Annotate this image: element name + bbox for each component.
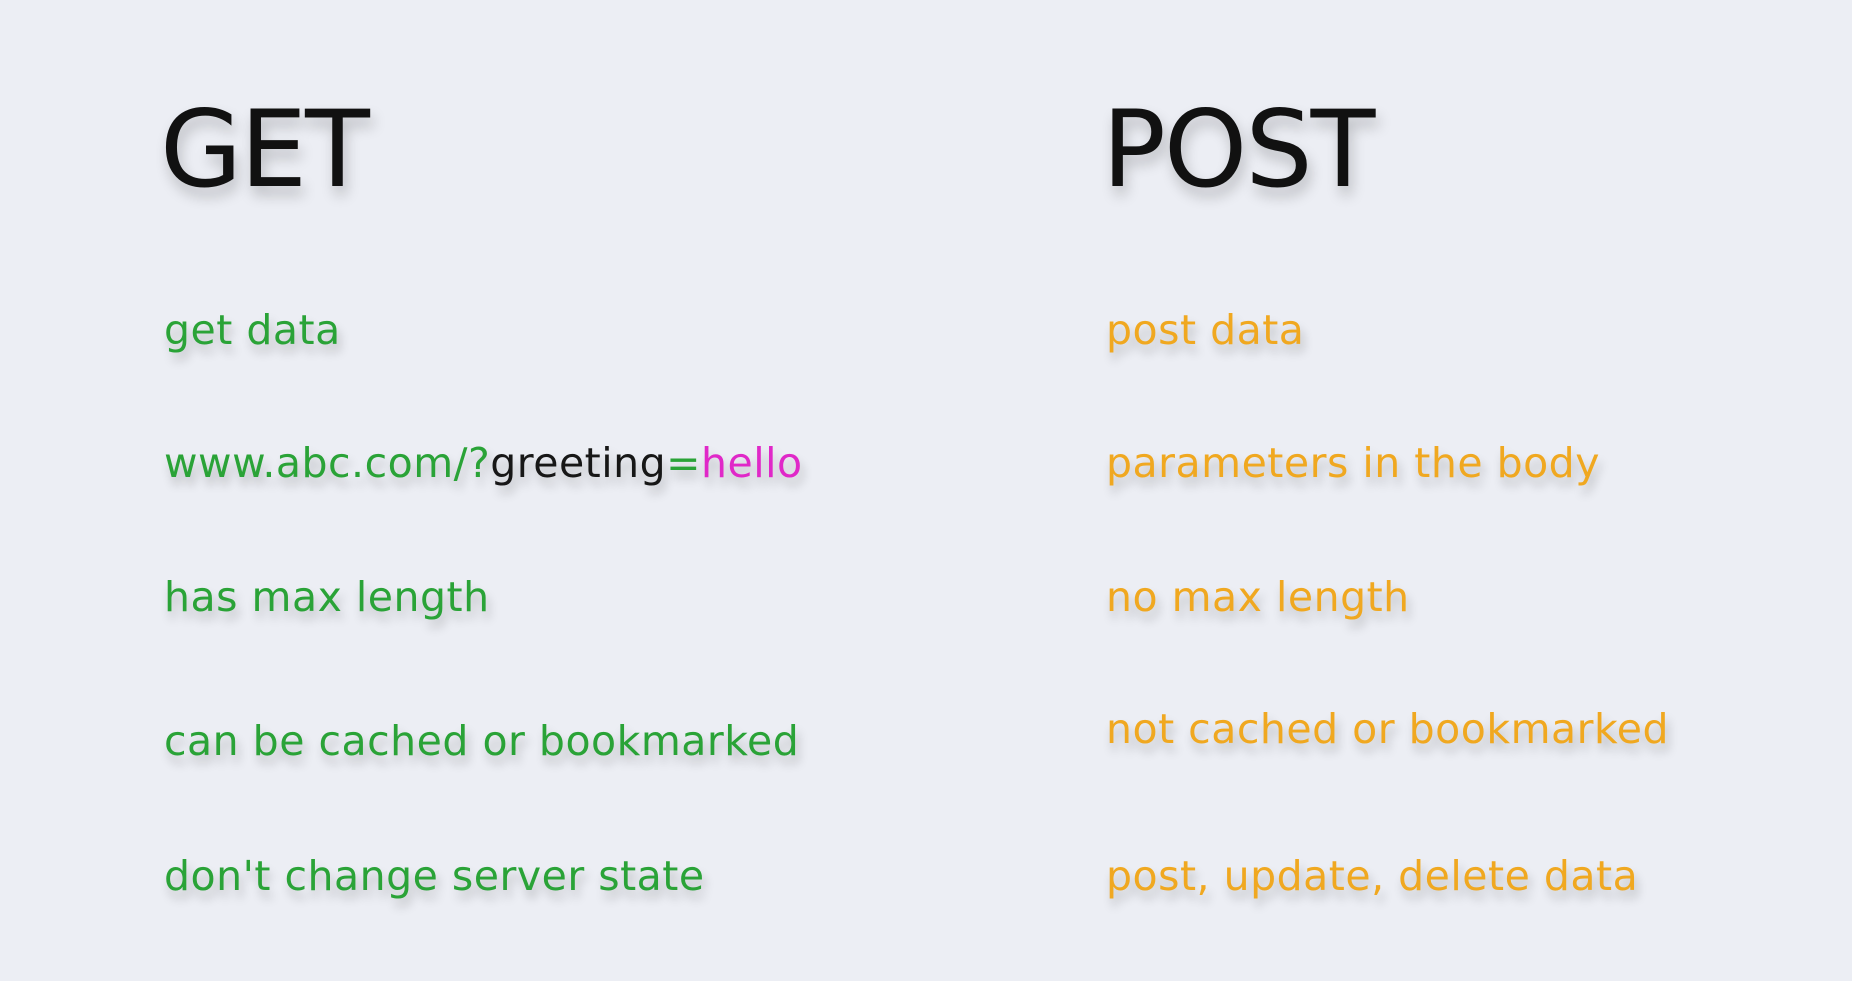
url-param-key: greeting xyxy=(490,439,667,487)
get-heading: GET xyxy=(160,88,370,211)
post-item-modify-data: post, update, delete data xyxy=(1106,852,1639,900)
get-item-max-length: has max length xyxy=(164,573,490,621)
post-item-post-data: post data xyxy=(1106,306,1305,354)
post-heading: POST xyxy=(1102,88,1375,211)
post-column: POST post data parameters in the body no… xyxy=(1102,0,1844,981)
post-item-not-cached: not cached or bookmarked xyxy=(1106,705,1670,753)
post-item-body-params: parameters in the body xyxy=(1106,439,1600,487)
get-item-cacheable: can be cached or bookmarked xyxy=(164,717,800,765)
get-column: GET get data www.abc.com/?greeting=hello… xyxy=(160,0,922,981)
url-equals: = xyxy=(666,439,702,487)
get-item-get-data: get data xyxy=(164,306,341,354)
post-item-no-max-length: no max length xyxy=(1106,573,1410,621)
get-item-server-state: don't change server state xyxy=(164,852,705,900)
url-prefix: www.abc.com/? xyxy=(164,439,491,487)
get-url-example: www.abc.com/?greeting=hello xyxy=(164,438,803,488)
url-param-value: hello xyxy=(701,439,803,487)
